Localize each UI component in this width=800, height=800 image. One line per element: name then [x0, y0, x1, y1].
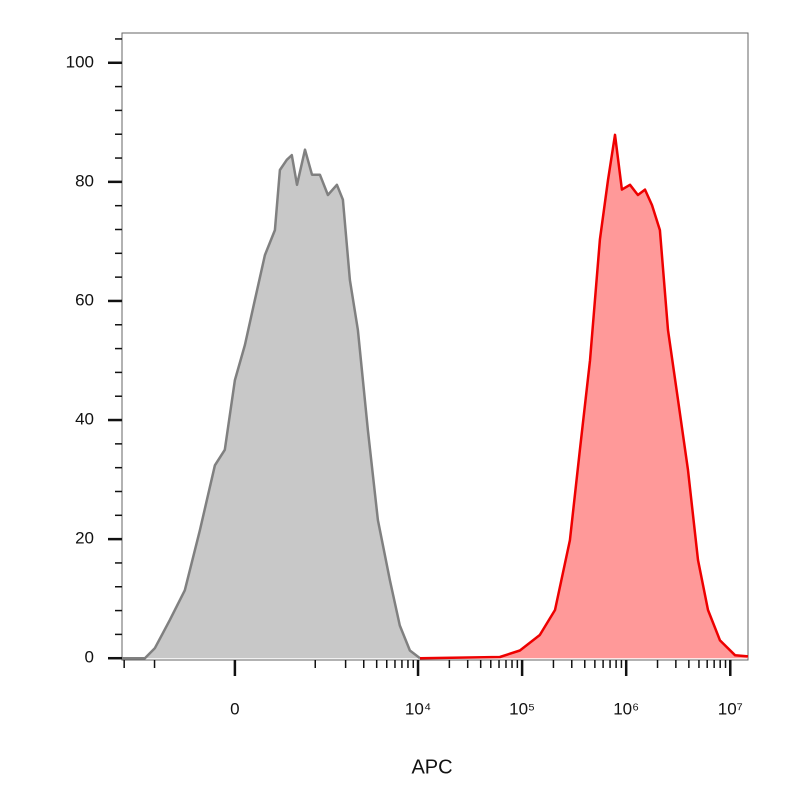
y-tick-label: 40 [75, 410, 94, 429]
y-tick-label: 60 [75, 290, 94, 309]
y-tick-label: 0 [85, 648, 94, 667]
plot-frame [121, 32, 749, 661]
y-tick-label: 20 [75, 529, 94, 548]
x-axis-label: APC [411, 756, 452, 778]
x-tick-label: 10⁴ [405, 699, 431, 718]
histogram-area [122, 149, 420, 659]
x-tick-label: 10⁶ [613, 699, 639, 718]
histogram-line [419, 133, 749, 660]
histogram-area [420, 134, 748, 659]
x-tick-label: 0 [230, 699, 239, 718]
histogram-line [122, 148, 421, 660]
x-tick-label: 10⁵ [509, 699, 535, 718]
x-tick-label: 10⁷ [718, 699, 743, 718]
y-tick-label: 100 [66, 52, 94, 71]
y-tick-label: 80 [75, 171, 94, 190]
